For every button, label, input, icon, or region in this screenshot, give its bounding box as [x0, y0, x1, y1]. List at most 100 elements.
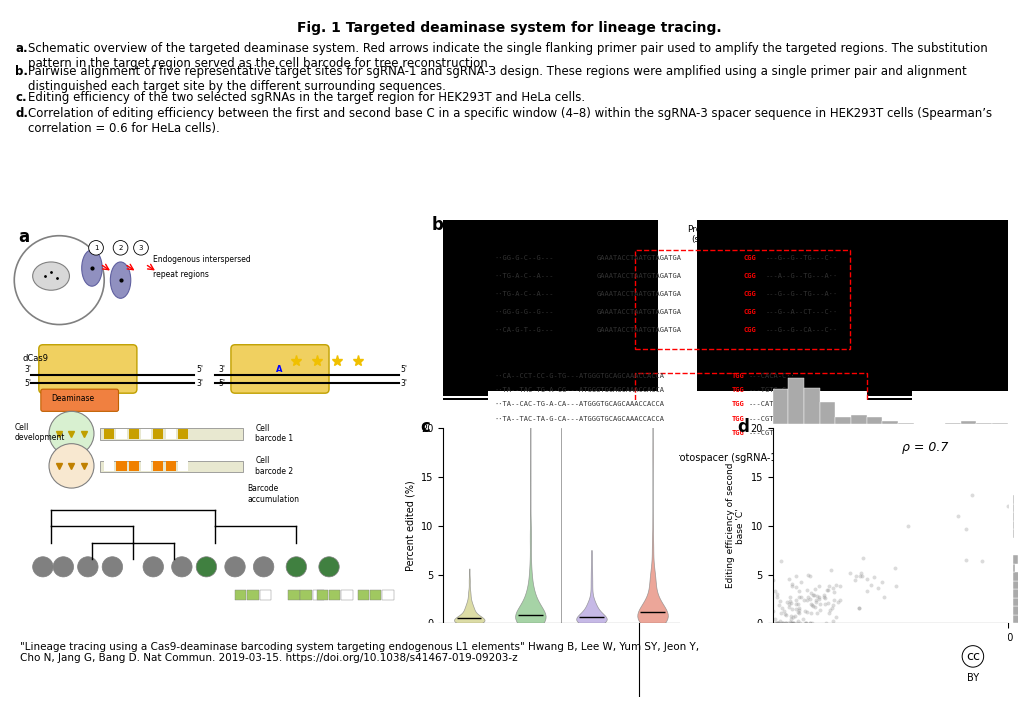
Point — [785, 618, 801, 629]
Point — [791, 604, 807, 616]
Point — [799, 594, 815, 606]
Bar — [635, 250, 850, 349]
Point — [958, 555, 974, 566]
Text: Cell
barcode 2: Cell barcode 2 — [256, 456, 293, 476]
Point — [807, 597, 824, 608]
Point — [774, 617, 790, 629]
Circle shape — [89, 240, 104, 255]
Point — [832, 595, 848, 606]
Text: Cell: Cell — [14, 422, 29, 432]
Bar — [866, 384, 912, 396]
Point — [808, 594, 825, 606]
Bar — [443, 398, 489, 411]
Point — [810, 593, 827, 604]
Point — [767, 585, 783, 597]
X-axis label: Editing efficiency of first base 'C'
(HEK293T, %): Editing efficiency of first base 'C' (HE… — [815, 648, 965, 668]
Point — [778, 618, 794, 629]
Point — [800, 570, 816, 581]
Point — [964, 490, 980, 501]
Point — [781, 573, 797, 584]
Point — [875, 591, 892, 602]
FancyBboxPatch shape — [697, 198, 1018, 319]
Ellipse shape — [33, 262, 69, 290]
Point — [773, 618, 789, 629]
Text: Primer: Primer — [940, 351, 968, 359]
Text: 3': 3' — [196, 379, 204, 388]
Circle shape — [53, 557, 73, 577]
Point — [773, 616, 789, 627]
Circle shape — [286, 557, 306, 577]
Text: ··TA--TAC-TG-A-CG---ATGGGTGCAGCAAACCACCA: ··TA--TAC-TG-A-CG---ATGGGTGCAGCAAACCACCA — [494, 387, 664, 393]
Text: 5': 5' — [219, 379, 226, 388]
Point — [819, 584, 836, 596]
Text: Barcode
accumulation: Barcode accumulation — [247, 484, 299, 504]
Y-axis label: Percent edited (%): Percent edited (%) — [405, 481, 415, 571]
Point — [774, 602, 790, 614]
Point — [828, 579, 844, 591]
Circle shape — [113, 240, 128, 255]
Point — [826, 594, 842, 605]
Bar — [443, 369, 489, 382]
Text: ··TG-A-C--A---: ··TG-A-C--A--- — [494, 273, 554, 279]
FancyBboxPatch shape — [274, 234, 658, 355]
Bar — [300, 590, 312, 600]
FancyBboxPatch shape — [697, 216, 1018, 337]
Point — [798, 618, 814, 629]
Point — [765, 605, 781, 616]
Point — [803, 599, 819, 610]
Text: TGG: TGG — [731, 402, 744, 407]
Text: repeat regions: repeat regions — [154, 269, 209, 279]
Bar — [260, 590, 271, 600]
Text: TGG: TGG — [731, 430, 744, 437]
Point — [818, 618, 835, 629]
Point — [833, 580, 849, 592]
Point — [819, 597, 836, 609]
Point — [847, 574, 863, 585]
Point — [851, 570, 867, 582]
Point — [791, 607, 807, 619]
Text: Deaminase: Deaminase — [51, 395, 95, 403]
Text: 3': 3' — [400, 379, 407, 388]
Point — [798, 618, 814, 629]
Bar — [443, 412, 489, 425]
Point — [859, 574, 875, 585]
Point — [769, 589, 785, 600]
Text: HEK293T: HEK293T — [477, 656, 522, 667]
FancyBboxPatch shape — [231, 345, 329, 393]
Point — [825, 603, 841, 614]
Point — [802, 607, 818, 619]
Point — [773, 595, 789, 606]
Point — [827, 587, 843, 598]
Point — [788, 571, 804, 582]
Text: TGG: TGG — [731, 373, 744, 378]
Text: cc: cc — [966, 650, 980, 663]
Point — [774, 608, 790, 619]
Point — [951, 510, 967, 522]
Point — [791, 592, 807, 603]
Bar — [443, 384, 489, 396]
Point — [801, 571, 817, 582]
Text: CGG: CGG — [743, 328, 756, 333]
Bar — [140, 461, 152, 471]
Bar — [341, 590, 353, 600]
Bar — [128, 429, 138, 439]
Point — [784, 581, 800, 592]
Text: development: development — [14, 432, 64, 442]
Text: 3': 3' — [219, 365, 226, 374]
Point — [785, 618, 801, 629]
Point — [831, 597, 847, 608]
Bar — [443, 427, 489, 439]
Text: ··TC--TAC-TG-A-TG---ATGGGTGCAGCAAACCACCA: ··TC--TAC-TG-A-TG---ATGGGTGCAGCAAACCACCA — [494, 430, 664, 437]
Bar — [357, 590, 370, 600]
Point — [775, 618, 791, 629]
Point — [782, 595, 798, 606]
Point — [805, 589, 822, 600]
Text: PAM: PAM — [801, 225, 819, 234]
Text: dCas9: dCas9 — [22, 354, 49, 363]
Text: d.: d. — [15, 107, 29, 120]
Text: 2: 2 — [118, 245, 123, 251]
Point — [771, 618, 787, 629]
Text: HeLa: HeLa — [610, 656, 634, 667]
Text: ··GG-G-G--G---: ··GG-G-G--G--- — [494, 309, 554, 316]
Point — [802, 618, 818, 629]
